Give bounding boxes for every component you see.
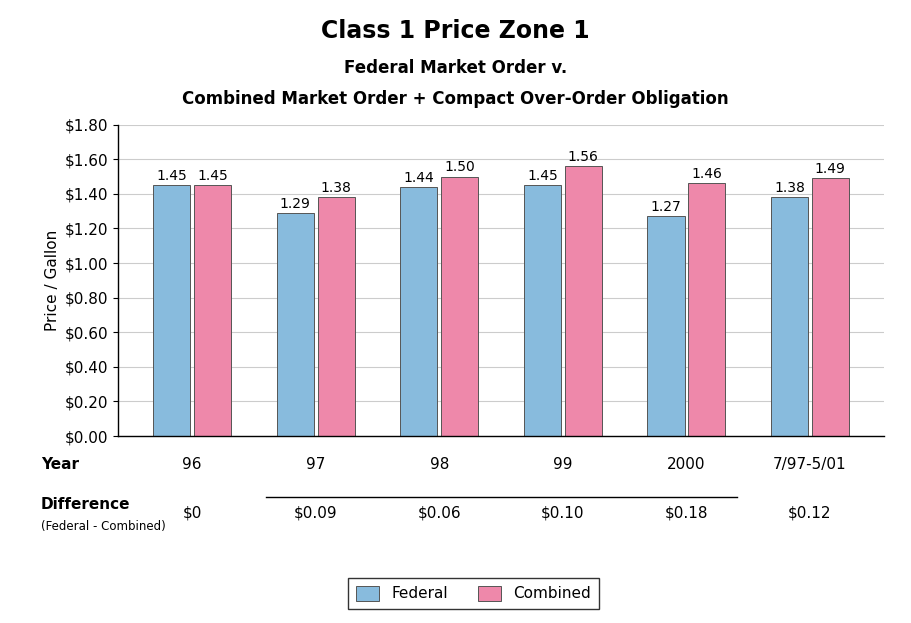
Text: (Federal - Combined): (Federal - Combined) <box>41 520 166 533</box>
Bar <box>194 185 231 436</box>
Text: 1.46: 1.46 <box>691 167 722 181</box>
Text: 1.56: 1.56 <box>568 150 599 164</box>
Bar <box>648 216 684 436</box>
Text: Combined Market Order + Compact Over-Order Obligation: Combined Market Order + Compact Over-Ord… <box>182 90 729 108</box>
Bar <box>524 185 561 436</box>
Bar <box>400 187 437 436</box>
Text: 97: 97 <box>306 457 325 472</box>
Text: 1.50: 1.50 <box>445 160 475 174</box>
Legend: Federal, Combined: Federal, Combined <box>349 578 599 609</box>
Text: 1.44: 1.44 <box>404 171 435 184</box>
Text: 1.45: 1.45 <box>527 169 558 183</box>
Text: Class 1 Price Zone 1: Class 1 Price Zone 1 <box>322 19 589 43</box>
Text: 1.38: 1.38 <box>774 181 805 195</box>
Text: 7/97-5/01: 7/97-5/01 <box>773 457 847 472</box>
Text: 98: 98 <box>430 457 449 472</box>
Text: $0.12: $0.12 <box>788 505 832 520</box>
Bar <box>771 197 808 436</box>
Text: 2000: 2000 <box>667 457 706 472</box>
Text: 1.45: 1.45 <box>157 169 187 183</box>
Text: 1.45: 1.45 <box>197 169 228 183</box>
Text: Federal Market Order v.: Federal Market Order v. <box>343 59 568 77</box>
Bar <box>441 176 478 436</box>
Text: $0.06: $0.06 <box>417 505 461 520</box>
Text: $0: $0 <box>182 505 202 520</box>
Bar <box>318 197 354 436</box>
Bar <box>812 178 849 436</box>
Text: Year: Year <box>41 457 79 472</box>
Text: 99: 99 <box>553 457 573 472</box>
Y-axis label: Price / Gallon: Price / Gallon <box>45 230 59 331</box>
Text: 1.29: 1.29 <box>280 197 311 211</box>
Text: Difference: Difference <box>41 497 130 512</box>
Text: $0.09: $0.09 <box>294 505 337 520</box>
Text: 1.38: 1.38 <box>321 181 352 195</box>
Text: $0.18: $0.18 <box>665 505 708 520</box>
Text: 96: 96 <box>182 457 202 472</box>
Bar <box>153 185 190 436</box>
Text: 1.27: 1.27 <box>650 200 681 214</box>
Bar <box>688 183 725 436</box>
Bar <box>565 166 602 436</box>
Bar <box>277 213 314 436</box>
Text: $0.10: $0.10 <box>541 505 585 520</box>
Text: 1.49: 1.49 <box>815 162 845 176</box>
